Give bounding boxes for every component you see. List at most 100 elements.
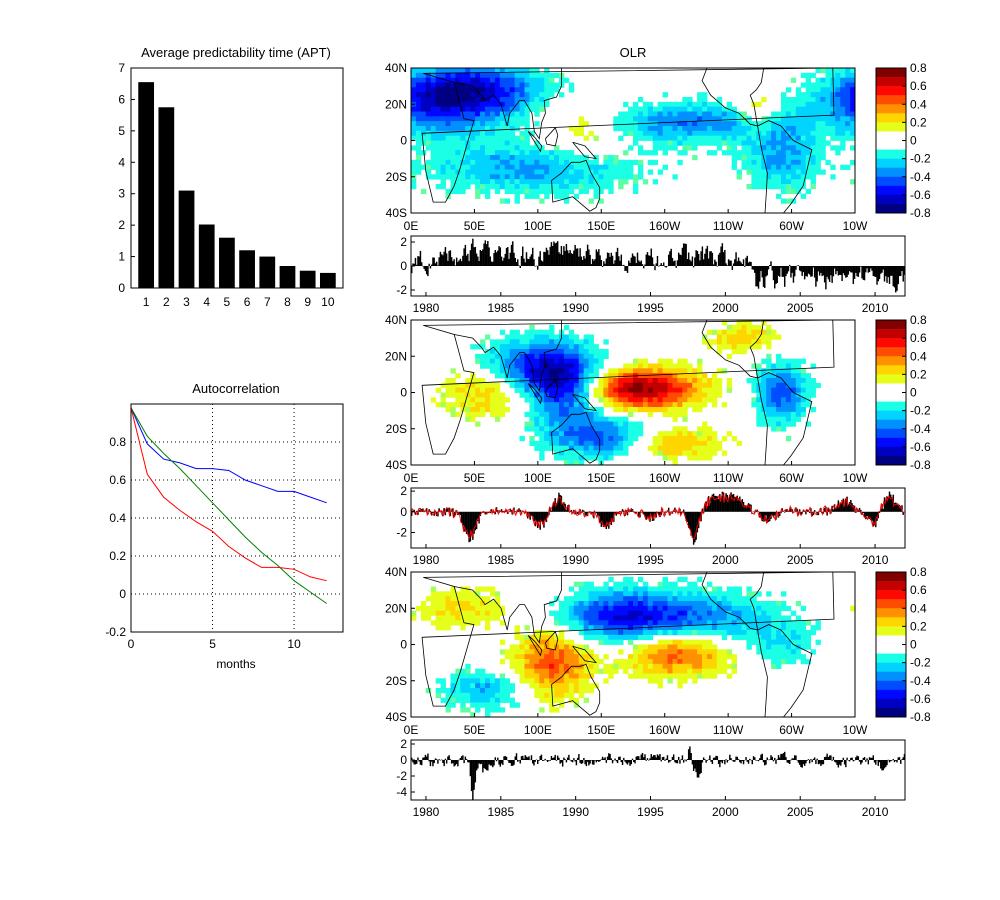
- olr-map-cell: [440, 620, 446, 626]
- olr-map-cell: [647, 411, 654, 418]
- olr-map-cell: [652, 668, 659, 674]
- olr-map-cell: [623, 101, 629, 108]
- olr-map-cell: [499, 339, 506, 345]
- coastline: [757, 624, 813, 718]
- olr-map-cell: [776, 411, 782, 418]
- olr-map-cell: [435, 596, 441, 602]
- olr-map-cell: [810, 387, 816, 393]
- olr-map-cell: [623, 620, 629, 626]
- pc-bar: [840, 502, 842, 512]
- olr-map-cell: [736, 591, 742, 597]
- pc-bar: [583, 255, 585, 266]
- olr-map-cell: [494, 130, 501, 137]
- olr-map-cell: [628, 436, 634, 442]
- olr-map-cell: [781, 135, 787, 141]
- olr-map-cell: [608, 455, 614, 461]
- olr-map-cell: [633, 659, 639, 665]
- olr-map-cell: [613, 615, 619, 621]
- olr-map-cell: [716, 659, 723, 665]
- olr-map-cell: [563, 692, 570, 699]
- olr-map-cell: [692, 610, 698, 616]
- olr-map-cell: [697, 605, 703, 612]
- pc-bar: [881, 266, 883, 273]
- olr-map-cell: [810, 111, 816, 117]
- colorbar-segment: [876, 401, 906, 411]
- olr-map-cell: [450, 615, 456, 621]
- olr-map-cell: [598, 455, 604, 461]
- olr-map-cell: [613, 397, 619, 403]
- olr-map-cell: [593, 586, 599, 592]
- olr-map-cell: [677, 591, 683, 597]
- olr-map-cell: [568, 416, 575, 422]
- olr-map-cell: [741, 634, 747, 641]
- pc-bar: [539, 251, 541, 266]
- olr-map-cell: [697, 431, 703, 437]
- colorbar-tick-label: -0.8: [910, 458, 931, 472]
- olr-map-cell: [711, 373, 718, 379]
- pc-bar: [505, 247, 508, 266]
- olr-map-cell: [460, 164, 466, 170]
- pc-bar: [689, 259, 691, 266]
- pc-bar: [808, 266, 811, 275]
- olr-map-cell: [800, 184, 807, 190]
- olr-map-cell: [465, 707, 471, 713]
- olr-map-cell: [475, 586, 481, 592]
- olr-map-cell: [647, 407, 654, 413]
- olr-map-cell: [529, 92, 535, 98]
- olr-map-cell: [672, 411, 678, 418]
- map-lon-label: 110W: [713, 723, 744, 737]
- pc-bar: [704, 253, 706, 266]
- olr-map-cell: [475, 116, 481, 122]
- olr-map-cell: [662, 411, 668, 418]
- olr-map-cell: [514, 150, 520, 156]
- olr-map-cell: [534, 373, 540, 379]
- olr-title: OLR: [620, 45, 647, 60]
- olr-map-cell: [726, 116, 733, 122]
- olr-map-cell: [746, 596, 752, 602]
- olr-map-cell: [514, 184, 520, 190]
- pc-bar: [515, 262, 518, 266]
- pc-bar: [897, 266, 899, 285]
- olr-map-cell: [795, 121, 802, 127]
- olr-map-cell: [613, 659, 619, 665]
- olr-map-cell: [475, 126, 481, 132]
- olr-map-cell: [785, 615, 792, 621]
- olr-map-cell: [781, 169, 787, 175]
- olr-map-cell: [475, 164, 481, 170]
- olr-map-cell: [485, 586, 491, 592]
- olr-map-cell: [475, 668, 481, 674]
- pc-bar: [660, 263, 662, 266]
- olr-map-cell: [554, 407, 560, 413]
- olr-map-cell: [568, 164, 575, 170]
- colorbar-tick-label: 0.2: [910, 115, 927, 129]
- olr-map-cell: [731, 106, 737, 112]
- olr-map-cell: [628, 116, 634, 122]
- olr-map-cell: [583, 155, 589, 161]
- colorbar-segment: [876, 644, 906, 654]
- olr-map-cell: [554, 188, 560, 195]
- olr-map-cell: [485, 678, 491, 684]
- pc-bar: [475, 253, 478, 266]
- colorbar-segment: [876, 374, 906, 384]
- autocorrelation-ytick-label: 0.8: [109, 435, 126, 449]
- olr-map-cell: [568, 649, 575, 655]
- olr-map-cell: [756, 150, 762, 156]
- olr-map-cell: [460, 702, 466, 708]
- olr-map-cell: [613, 431, 619, 437]
- olr-map-cell: [554, 596, 560, 602]
- olr-map-cell: [489, 387, 496, 393]
- olr-map-cell: [657, 387, 663, 393]
- olr-map-cell: [746, 625, 752, 631]
- olr-map-cell: [692, 630, 698, 636]
- olr-map-cell: [672, 363, 678, 369]
- olr-map-cell: [835, 121, 841, 127]
- pc-bar: [487, 241, 489, 266]
- olr-map-cell: [731, 145, 737, 151]
- olr-map-cell: [608, 610, 614, 616]
- olr-map-cell: [702, 106, 708, 112]
- olr-map-cell: [711, 450, 718, 456]
- olr-map-cell: [637, 596, 644, 602]
- pc-bar: [730, 260, 732, 266]
- olr-map-cell: [642, 378, 649, 384]
- olr-map-cell: [637, 164, 644, 170]
